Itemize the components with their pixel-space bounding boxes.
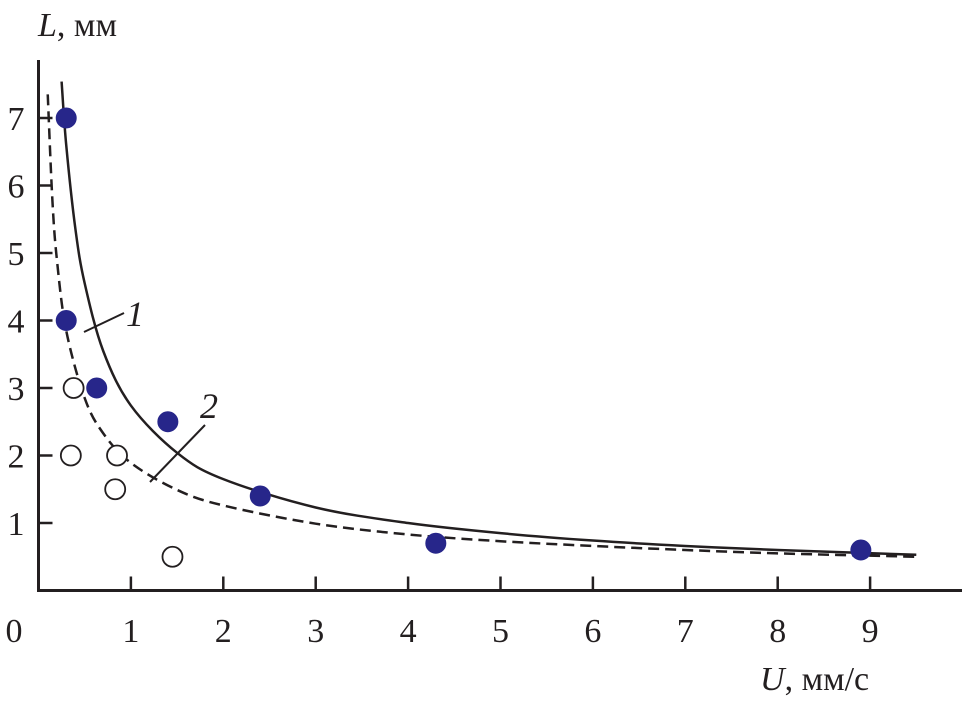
data-point-open: [106, 444, 128, 467]
y-tick-label: 4: [8, 304, 25, 341]
data-point-filled: [55, 107, 77, 129]
x-tick-label: 3: [307, 613, 324, 650]
data-point-open: [161, 545, 184, 568]
y-axis-var: L: [37, 7, 57, 44]
curve-2-label: 2: [200, 386, 218, 426]
x-tick-label: 9: [862, 613, 879, 650]
x-tick-label: 1: [122, 613, 139, 650]
y-tick-label: 7: [8, 101, 25, 138]
x-axis-unit: , мм/с: [785, 661, 870, 698]
x-axis-title: U, мм/с: [760, 661, 869, 698]
y-axis-title: L, мм: [37, 7, 117, 44]
x-tick-label: 7: [677, 613, 694, 650]
curve-1-solid: [60, 81, 917, 556]
curves: [46, 81, 917, 558]
data-point-filled: [425, 532, 447, 554]
y-axis-unit: , мм: [57, 7, 117, 44]
curve-1-leader: [83, 312, 125, 333]
curve-2-dashed: [46, 94, 917, 558]
data-point-open: [59, 444, 82, 467]
axes: [37, 60, 962, 592]
data-point-open: [62, 377, 85, 399]
y-tick-label: 1: [8, 506, 25, 543]
y-tick-label: 5: [8, 236, 25, 273]
data-point-filled: [850, 539, 872, 561]
x-tick-label: 6: [584, 613, 601, 650]
y-tick-label: 6: [8, 169, 25, 206]
data-point-filled: [86, 377, 108, 399]
x-tick-label: 0: [6, 613, 23, 650]
data-point-open: [104, 478, 127, 501]
curve-1-label: 1: [126, 294, 144, 334]
data-point-filled: [55, 310, 77, 331]
data-point-filled: [157, 411, 179, 433]
x-tick-label: 5: [492, 613, 509, 650]
y-tick-label: 2: [8, 439, 25, 476]
data-point-filled: [249, 485, 271, 507]
x-axis-var: U: [760, 661, 787, 698]
tick-labels: 0 1 2 3 4 5 6 7 8 9 1 2 3 4 5 6 7: [6, 101, 879, 650]
x-tick-label: 2: [215, 613, 232, 650]
x-tick-label: 8: [769, 613, 786, 650]
points: [55, 107, 872, 568]
curve-2-leader: [149, 424, 206, 483]
y-tick-label: 3: [8, 371, 25, 408]
x-tick-label: 4: [400, 613, 417, 650]
